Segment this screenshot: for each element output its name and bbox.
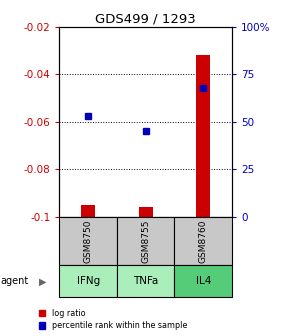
Bar	[139, 207, 153, 217]
Legend: log ratio, percentile rank within the sample: log ratio, percentile rank within the sa…	[39, 309, 187, 330]
Bar	[81, 205, 95, 217]
Title: GDS499 / 1293: GDS499 / 1293	[95, 13, 196, 26]
Bar	[117, 217, 175, 265]
Text: GSM8760: GSM8760	[199, 219, 208, 263]
Bar	[59, 217, 117, 265]
Text: IFNg: IFNg	[77, 277, 100, 286]
Text: agent: agent	[1, 277, 29, 286]
Bar	[117, 265, 175, 297]
Text: TNFa: TNFa	[133, 277, 158, 286]
Bar	[59, 265, 117, 297]
Bar	[175, 217, 232, 265]
Bar	[175, 265, 232, 297]
Text: ▶: ▶	[39, 277, 47, 286]
Bar	[196, 55, 211, 217]
Text: GSM8750: GSM8750	[84, 219, 93, 263]
Text: GSM8755: GSM8755	[141, 219, 150, 263]
Text: IL4: IL4	[195, 277, 211, 286]
